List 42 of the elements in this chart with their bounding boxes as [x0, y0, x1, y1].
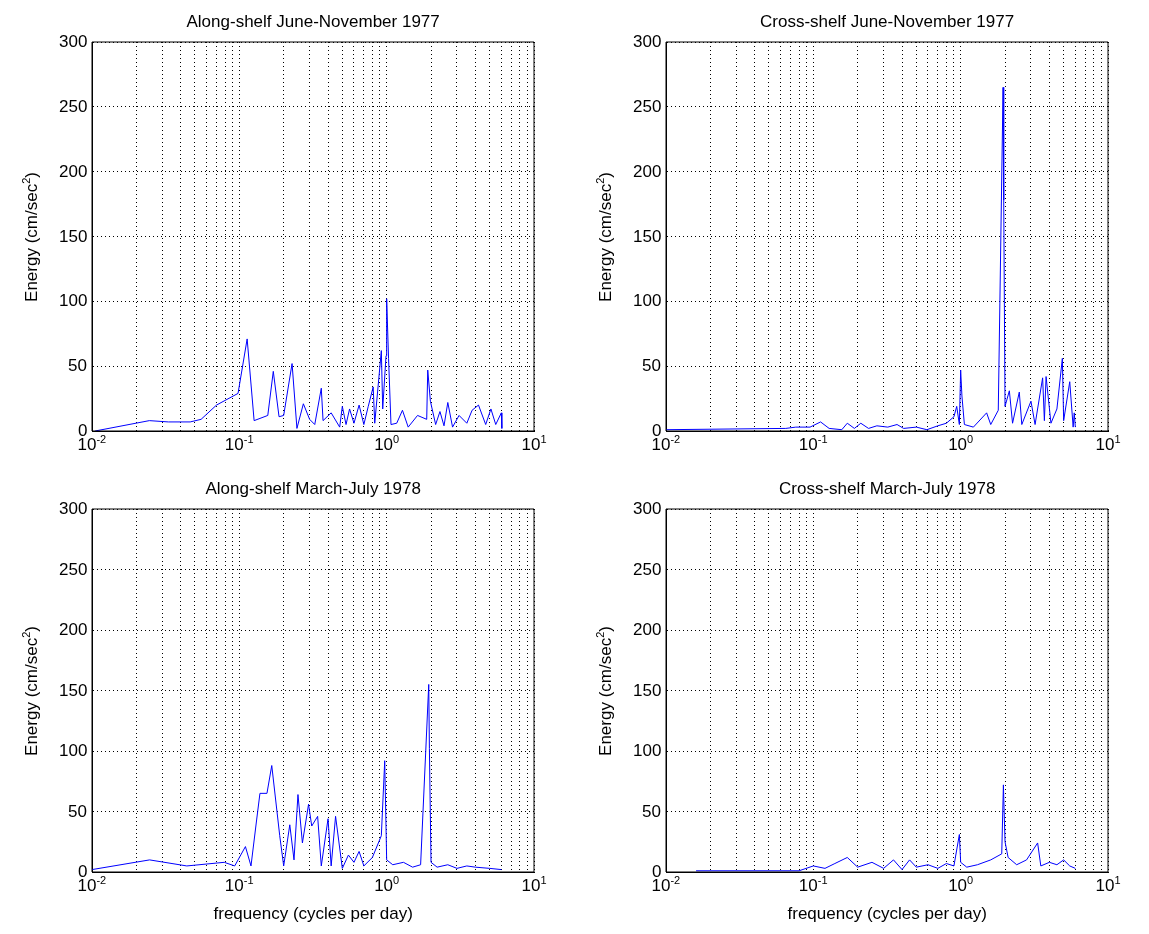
y-tick-label: 100 [633, 741, 662, 761]
x-tick-label: 10$^{-1}$ [798, 433, 828, 455]
x-tick-label: 10$^{0}$ [948, 874, 974, 896]
x-tick-label: 10$^{1}$ [521, 433, 547, 455]
y-tick-label: 50 [68, 801, 87, 822]
y-tick-label: 50 [68, 356, 87, 377]
y-tick-label: 200 [633, 161, 662, 182]
y-tick-label: 250 [59, 96, 88, 117]
x-axis-title: frequency (cycles per day) [787, 904, 987, 924]
x-tick-label: 10$^{-1}$ [224, 433, 254, 455]
x-tick-label: 10$^{1}$ [1095, 433, 1121, 455]
x-axis-title: frequency (cycles per day) [213, 904, 413, 924]
y-tick-label: 250 [633, 96, 662, 117]
chart-title: Along-shelf March-July 1978 [205, 479, 421, 499]
chart-title: Along-shelf June-November 1977 [186, 12, 440, 32]
y-tick-label: 200 [633, 620, 662, 640]
x-tick-label: 10$^{0}$ [948, 433, 974, 455]
x-tick-label: 10$^{0}$ [374, 433, 400, 455]
y-tick-label: 300 [633, 499, 662, 519]
y-tick-label: 100 [59, 291, 88, 312]
y-tick-label: 250 [59, 559, 88, 580]
y-tick-label: 250 [633, 559, 662, 580]
x-tick-label: 10$^{-1}$ [224, 874, 254, 896]
y-tick-label: 150 [633, 226, 662, 247]
x-tick-label: 10$^{0}$ [374, 874, 400, 896]
y-tick-label: 150 [59, 226, 88, 247]
y-tick-label: 50 [642, 801, 661, 822]
y-tick-label: 50 [642, 356, 661, 377]
y-tick-label: 200 [59, 161, 88, 182]
x-tick-label: 10$^{1}$ [1095, 874, 1121, 896]
y-tick-label: 150 [59, 680, 88, 701]
y-tick-label: 100 [633, 291, 662, 312]
x-tick-label: 10$^{-1}$ [798, 874, 828, 896]
chart-title: Cross-shelf June-November 1977 [760, 12, 1015, 32]
y-tick-label: 200 [59, 620, 88, 640]
y-tick-label: 100 [59, 741, 88, 761]
y-tick-label: 300 [59, 499, 88, 519]
y-tick-label: 300 [59, 32, 88, 52]
x-tick-label: 10$^{1}$ [521, 874, 547, 896]
y-tick-label: 300 [633, 32, 662, 52]
chart-title: Cross-shelf March-July 1978 [779, 479, 996, 499]
y-tick-label: 150 [633, 680, 662, 701]
